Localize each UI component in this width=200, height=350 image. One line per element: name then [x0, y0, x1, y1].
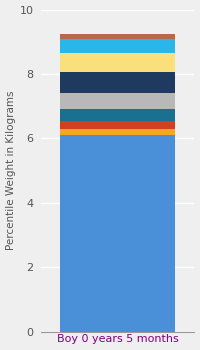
Bar [60, 38, 175, 53]
Bar [60, 72, 175, 93]
Bar [60, 34, 175, 38]
Bar [60, 121, 175, 129]
Y-axis label: Percentile Weight in Kilograms: Percentile Weight in Kilograms [6, 91, 16, 250]
Bar [60, 110, 175, 121]
Bar [60, 93, 175, 110]
Bar [60, 53, 175, 72]
Bar [60, 129, 175, 135]
Bar [60, 135, 175, 332]
